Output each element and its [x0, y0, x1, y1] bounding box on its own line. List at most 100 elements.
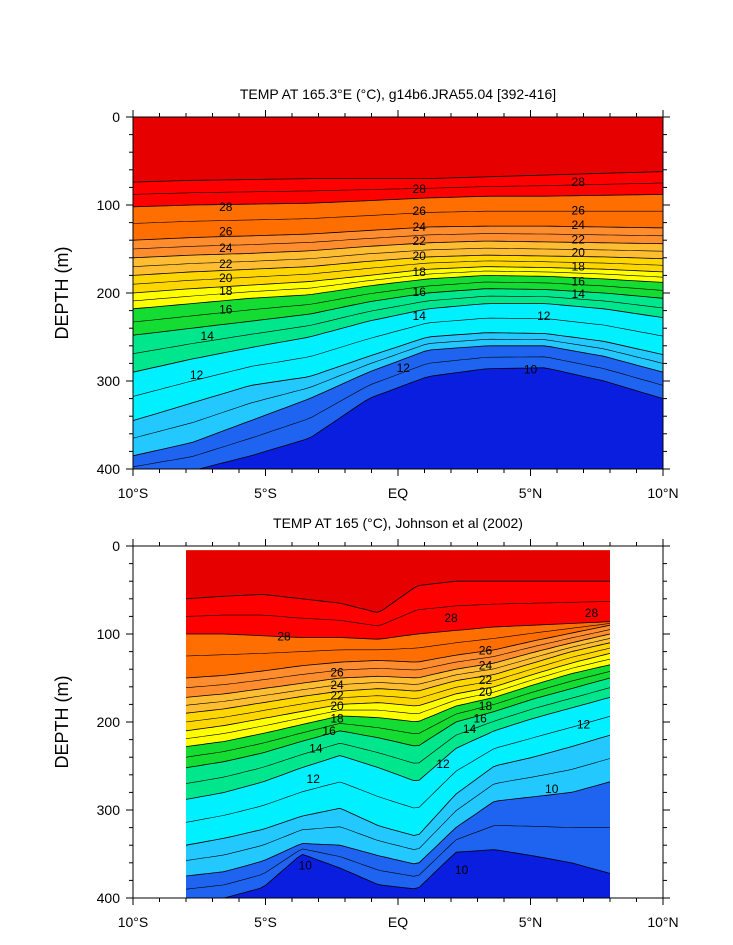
contour-label-18: 18: [413, 265, 427, 279]
contour-field: [133, 117, 663, 469]
contour-label-24: 24: [479, 659, 493, 673]
contour-label-22: 22: [413, 234, 427, 248]
contour-label-24: 24: [330, 678, 344, 692]
x-tick-label: EQ: [388, 485, 408, 501]
contour-line-28: [186, 621, 610, 640]
x-tick-label: 10°S: [118, 485, 149, 501]
contour-label-10: 10: [455, 863, 469, 877]
contour-line-18: [186, 664, 610, 747]
contour-label-16: 16: [219, 303, 233, 317]
contour-line-26: [186, 624, 610, 679]
contour-line-minor: [186, 825, 610, 890]
contour-label-12: 12: [190, 368, 204, 382]
contour-line-29: [186, 580, 610, 613]
contour-label-28: 28: [444, 611, 458, 625]
contour-label-14: 14: [413, 309, 427, 323]
contour-label-28: 28: [413, 182, 427, 196]
x-tick-label: 10°S: [118, 914, 149, 930]
contour-line-22: [133, 254, 663, 276]
y-tick-label: 200: [97, 285, 121, 301]
contour-line-12: [186, 734, 610, 846]
y-tick-label: 400: [97, 890, 121, 906]
contour-label-22: 22: [479, 673, 493, 687]
contour-label-18: 18: [330, 711, 344, 725]
y-axis-label: DEPTH (m): [52, 676, 72, 769]
contour-line-minor: [133, 356, 663, 468]
contour-label-26: 26: [479, 644, 493, 658]
contour-label-12: 12: [307, 772, 321, 786]
contour-label-16: 16: [413, 285, 427, 299]
contour-line-minor: [186, 716, 610, 823]
contour-line-14: [133, 303, 663, 373]
y-tick-label: 300: [97, 802, 121, 818]
x-tick-label: 10°N: [647, 914, 678, 930]
contour-line-minor: [186, 658, 610, 739]
contour-label-20: 20: [479, 685, 493, 699]
contour-line-11: [133, 345, 663, 457]
contour-label-18: 18: [219, 284, 233, 298]
contour-line-minor: [133, 247, 663, 267]
contour-label-26: 26: [219, 224, 233, 238]
contour-line-minor: [133, 233, 663, 250]
contour-label-28: 28: [219, 200, 233, 214]
contour-label-14: 14: [309, 741, 323, 755]
contour-label-26: 26: [413, 204, 427, 218]
contour-label-20: 20: [219, 271, 233, 285]
contour-line-minor: [133, 260, 663, 285]
contour-line-minor: [186, 671, 610, 758]
contour-label-20: 20: [413, 249, 427, 263]
contour-label-10: 10: [524, 363, 538, 377]
contour-line-minor: [133, 338, 663, 439]
contour-line-16: [186, 677, 610, 769]
contour-label-18: 18: [572, 260, 586, 274]
contour-line-16: [133, 288, 663, 336]
contour-line-24: [186, 633, 610, 698]
contour-label-16: 16: [473, 711, 487, 725]
y-tick-label: 300: [97, 373, 121, 389]
chart-title: TEMP AT 165.3°E (°C), g14b6.JRA55.04 [39…: [240, 86, 556, 102]
y-tick-label: 0: [112, 538, 120, 554]
contour-label-12: 12: [436, 757, 450, 771]
contour-line-22: [186, 642, 610, 714]
contour-label-28: 28: [585, 606, 599, 620]
contour-label-20: 20: [330, 699, 344, 713]
contour-line-11: [186, 781, 610, 877]
contour-line-minor: [186, 647, 610, 723]
y-tick-label: 200: [97, 714, 121, 730]
contour-line-minor: [186, 758, 610, 861]
contour-line-20: [186, 653, 610, 732]
contour-label-22: 22: [572, 232, 586, 246]
contour-label-28: 28: [572, 175, 586, 189]
contour-band-29: [133, 117, 663, 183]
contour-label-22: 22: [219, 257, 233, 271]
contour-line-minor: [186, 629, 610, 688]
contour-line-minor: [186, 687, 610, 784]
contour-label-24: 24: [572, 218, 586, 232]
contour-label-28: 28: [277, 630, 291, 644]
y-tick-label: 400: [97, 461, 121, 477]
contour-line-minor: [133, 270, 663, 302]
contour-line-minor: [133, 210, 663, 224]
contour-line-18: [133, 275, 663, 310]
contour-line-10: [221, 849, 610, 899]
x-tick-label: 10°N: [647, 485, 678, 501]
y-axis-label: DEPTH (m): [52, 247, 72, 340]
contour-line-26: [133, 225, 663, 241]
contour-label-16: 16: [322, 724, 336, 738]
x-tick-label: 5°S: [254, 485, 277, 501]
contour-line-29: [133, 171, 663, 183]
y-tick-label: 0: [112, 109, 120, 125]
contour-label-18: 18: [479, 699, 493, 713]
contour-label-14: 14: [572, 287, 586, 301]
x-tick-label: 5°N: [519, 914, 543, 930]
contour-field: [186, 550, 610, 899]
contour-line-minor: [186, 623, 610, 657]
contour-label-26: 26: [572, 203, 586, 217]
contour-line-20: [133, 266, 663, 294]
contour-label-20: 20: [572, 246, 586, 260]
x-tick-label: 5°S: [254, 914, 277, 930]
x-tick-label: 5°N: [519, 485, 543, 501]
